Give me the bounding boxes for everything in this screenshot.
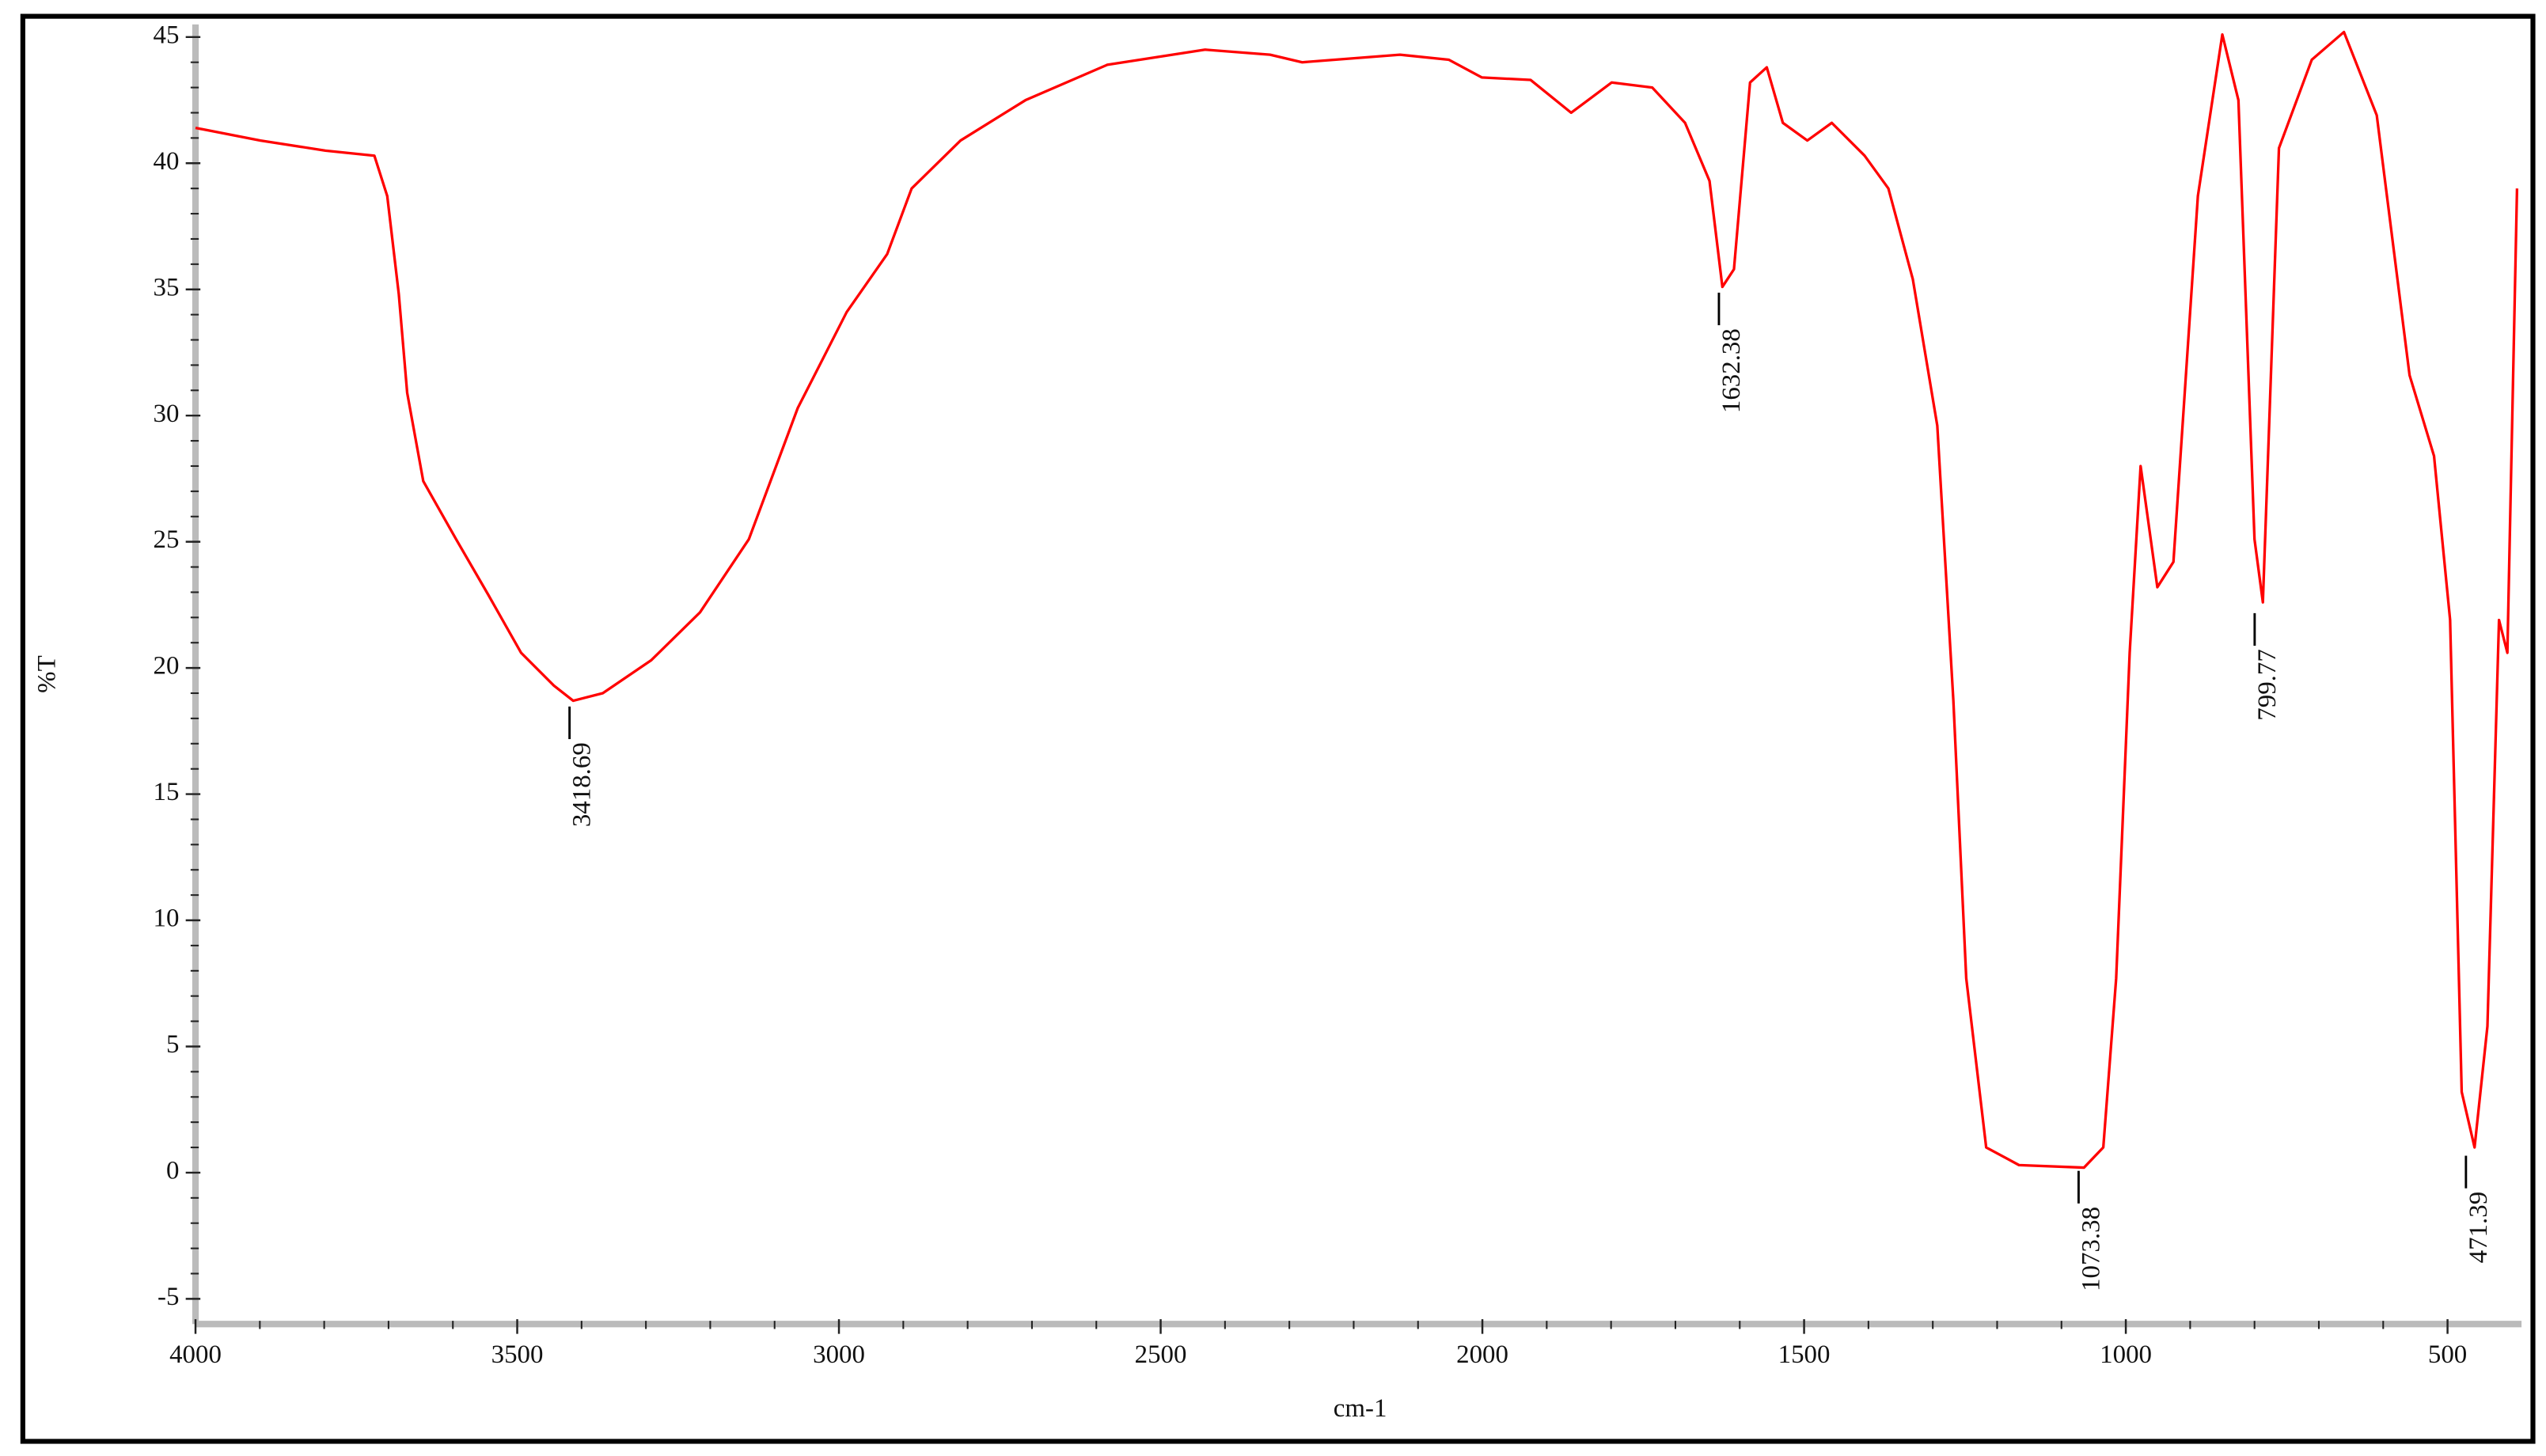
y-tick-label: -5 — [157, 1283, 179, 1311]
x-tick-label: 3500 — [491, 1340, 544, 1369]
y-tick-label: 40 — [154, 147, 180, 176]
y-tick-label: 15 — [154, 778, 180, 806]
x-tick-label: 500 — [2428, 1340, 2467, 1369]
y-tick-label: 20 — [154, 652, 180, 681]
y-tick-label: 10 — [154, 904, 180, 933]
x-tick-label: 1500 — [1778, 1340, 1831, 1369]
x-axis-label: cm-1 — [1334, 1394, 1387, 1423]
y-tick-label: 0 — [166, 1157, 179, 1185]
y-axis-label: %T — [32, 655, 61, 693]
x-tick-label: 2000 — [1456, 1340, 1508, 1369]
frame — [20, 13, 2536, 1444]
y-tick-label: 30 — [154, 400, 180, 428]
y-tick-label: 35 — [154, 273, 180, 301]
y-tick-label: 45 — [154, 21, 180, 49]
x-tick-label: 2500 — [1135, 1340, 1187, 1369]
y-tick-label: 5 — [166, 1030, 179, 1059]
peak-label: 799.77 — [2253, 649, 2282, 721]
x-tick-label: 1000 — [2100, 1340, 2152, 1369]
peak-label: 1073.38 — [2077, 1207, 2106, 1291]
x-tick-label: 4000 — [169, 1340, 222, 1369]
peak-label: 1632.38 — [1717, 328, 1746, 413]
x-tick-label: 3000 — [813, 1340, 865, 1369]
peak-label: 471.39 — [2464, 1192, 2493, 1264]
peak-label: 3418.69 — [568, 742, 597, 827]
y-tick-label: 25 — [154, 525, 180, 554]
spectrum-line — [195, 30, 2519, 1170]
